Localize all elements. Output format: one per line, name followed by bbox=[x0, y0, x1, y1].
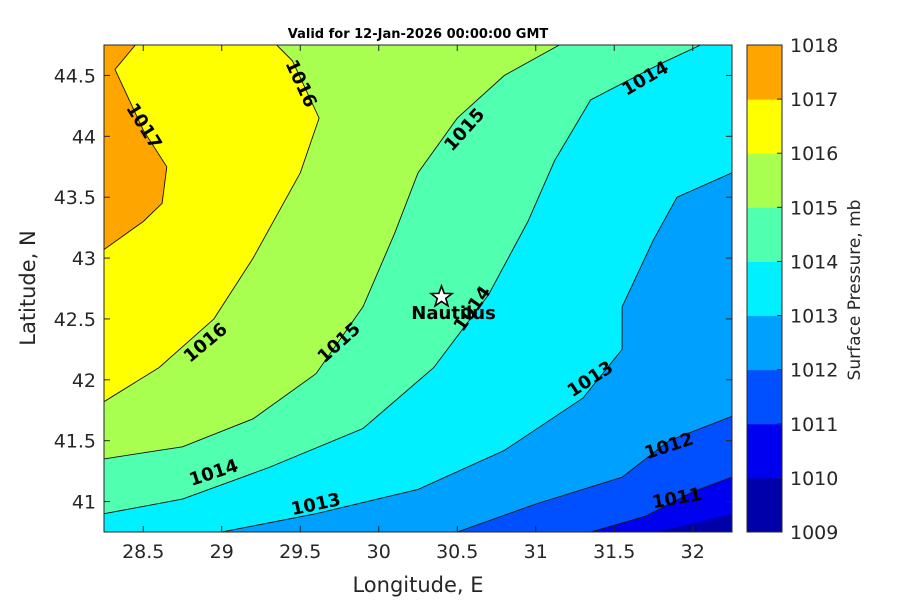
colorbar-tick-label: 1016 bbox=[790, 143, 838, 165]
star-icon bbox=[428, 283, 455, 308]
contour-plot-area bbox=[104, 45, 732, 532]
x-axis: 28.5 29 29.5 30 30.5 31 31.5 32 bbox=[122, 45, 705, 563]
colorbar-tick-label: 1012 bbox=[790, 360, 838, 382]
colorbar-tick-label: 1018 bbox=[790, 35, 838, 57]
colorbar-tick-label: 1013 bbox=[790, 306, 838, 328]
colorbar-swatch bbox=[747, 423, 782, 479]
colorbar-label: Surface Pressure, mb bbox=[845, 200, 865, 381]
y-tick-label: 41 bbox=[72, 492, 96, 514]
contour-line-1017 bbox=[104, 45, 168, 250]
colorbar-swatch bbox=[747, 369, 782, 425]
contour-line-1012 bbox=[457, 415, 732, 532]
x-tick-label: 31.5 bbox=[593, 541, 635, 563]
x-tick-label: 31 bbox=[524, 541, 548, 563]
y-tick-label: 42 bbox=[72, 370, 96, 392]
zone-1017 bbox=[104, 45, 167, 250]
colorbar-tick-label: 1009 bbox=[790, 522, 838, 544]
colorbar-swatch bbox=[747, 99, 782, 154]
chart-title: Valid for 12-Jan-2026 00:00:00 GMT bbox=[288, 27, 549, 42]
colorbar-tick-label: 1017 bbox=[790, 89, 838, 111]
y-axis: 41 41.5 42 42.5 43 43.5 44 44.5 bbox=[54, 65, 732, 514]
colorbar-frame bbox=[746, 44, 783, 533]
x-axis-label: Longitude, E bbox=[352, 573, 483, 597]
x-tick-label: 29 bbox=[210, 541, 234, 563]
plot-frame bbox=[103, 44, 733, 533]
contour-line-1016 bbox=[104, 45, 320, 403]
colorbar-swatch bbox=[747, 153, 782, 208]
contour-lines bbox=[104, 45, 732, 532]
y-axis-label: Latitude, N bbox=[16, 230, 40, 346]
colorbar-swatch bbox=[747, 315, 782, 371]
y-tick-label: 44.5 bbox=[54, 65, 96, 87]
zone-1009 bbox=[653, 513, 732, 532]
zone-1016 bbox=[104, 45, 320, 402]
colorbar-swatch bbox=[747, 261, 782, 317]
x-tick-label: 32 bbox=[681, 541, 705, 563]
colorbar-tick-label: 1010 bbox=[790, 468, 838, 490]
colorbar-swatch bbox=[747, 45, 782, 100]
y-tick-label: 44 bbox=[72, 126, 96, 148]
x-tick-label: 30 bbox=[367, 541, 391, 563]
contour-line-1014 bbox=[104, 45, 701, 515]
colorbar-tick-label: 1015 bbox=[790, 197, 838, 219]
x-tick-label: 29.5 bbox=[279, 541, 321, 563]
colorbar-tick-label: 1014 bbox=[790, 251, 838, 273]
location-markers: Nautilus bbox=[411, 283, 496, 324]
colorbar-tick-label: 1011 bbox=[790, 414, 838, 436]
contour-line-1011 bbox=[590, 476, 732, 532]
y-tick-label: 42.5 bbox=[54, 309, 96, 331]
colorbar: 1009 1010 1011 1012 1013 1014 1015 1016 1017 1018 bbox=[746, 35, 838, 544]
x-tick-label: 28.5 bbox=[122, 541, 164, 563]
contour-line-1013 bbox=[221, 172, 732, 532]
y-tick-label: 43.5 bbox=[54, 187, 96, 209]
contour-line-1015 bbox=[104, 45, 560, 460]
marker-label: Nautilus bbox=[411, 303, 496, 324]
colorbar-swatch bbox=[747, 477, 782, 533]
colorbar-swatch bbox=[747, 207, 782, 262]
x-tick-label: 30.5 bbox=[436, 541, 478, 563]
y-tick-label: 41.5 bbox=[54, 431, 96, 453]
y-tick-label: 43 bbox=[72, 248, 96, 270]
